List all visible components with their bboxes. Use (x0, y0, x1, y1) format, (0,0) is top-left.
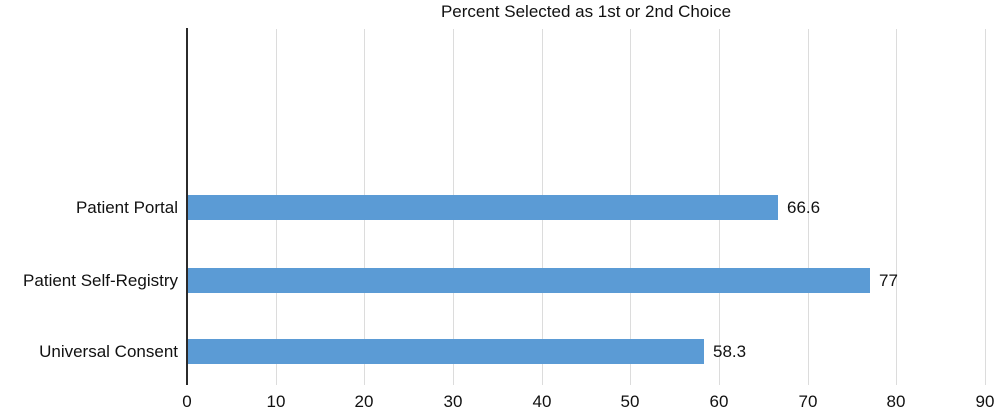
chart-title: Percent Selected as 1st or 2nd Choice (440, 2, 732, 21)
x-gridline (808, 29, 809, 385)
bar (188, 195, 778, 220)
bar (188, 338, 704, 364)
x-tick-label: 10 (266, 392, 286, 411)
bar-value-label: 66.6 (787, 198, 821, 217)
x-gridline (896, 29, 897, 385)
x-tick-label: 60 (709, 392, 729, 411)
x-tick-label: 30 (443, 392, 463, 411)
bar (188, 267, 870, 293)
x-gridline (985, 29, 986, 385)
x-tick-label: 20 (354, 392, 374, 411)
x-tick-label: 40 (532, 392, 552, 411)
x-tick-label: 70 (798, 392, 818, 411)
bar-value-label: 58.3 (713, 341, 747, 361)
x-tick-label: 0 (182, 392, 192, 411)
x-tick-label: 50 (620, 392, 640, 411)
bar-value-label: 77 (879, 270, 898, 290)
x-tick-label: 80 (886, 392, 906, 411)
category-label: Patient Self-Registry (23, 270, 178, 290)
category-label: Universal Consent (39, 341, 178, 361)
y-axis-line (186, 28, 188, 385)
category-label: Patient Portal (75, 198, 178, 217)
x-tick-label: 90 (975, 392, 995, 411)
